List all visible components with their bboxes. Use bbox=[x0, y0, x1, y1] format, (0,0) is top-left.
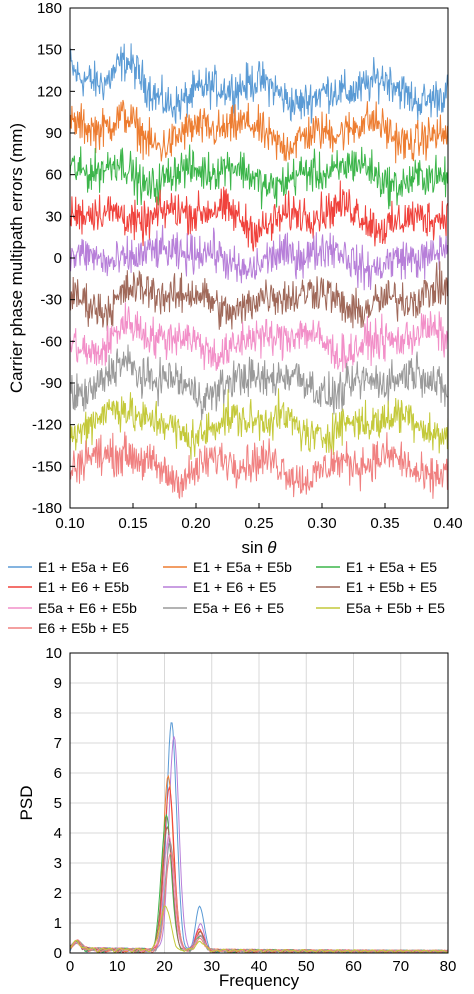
y-tick-label: 120 bbox=[37, 83, 62, 100]
x-tick-label: 0.35 bbox=[370, 515, 399, 532]
y-tick-label: 3 bbox=[54, 855, 62, 872]
legend-item: E1 + E6 + E5b bbox=[8, 579, 129, 595]
legend-label: E1 + E6 + E5 bbox=[193, 579, 276, 595]
psd-y-ticks: 0 1 2 3 4 5 6 7 8 9 10 bbox=[45, 645, 62, 962]
y-tick-label: 60 bbox=[45, 167, 62, 184]
legend-item: E1 + E6 + E5 bbox=[163, 579, 276, 595]
x-tick-label: 0.40 bbox=[433, 515, 462, 532]
x-tick-label: 40 bbox=[251, 958, 268, 975]
psd-x-ticks: 0 10 20 30 40 50 60 70 80 bbox=[66, 958, 457, 975]
y-tick-label: 4 bbox=[54, 825, 62, 842]
psd-series-line bbox=[69, 851, 449, 954]
multipath-series-line bbox=[69, 344, 449, 421]
x-tick-label: 30 bbox=[203, 958, 220, 975]
legend-label: E5a + E5b + E5 bbox=[346, 600, 445, 616]
y-tick-label: -60 bbox=[40, 333, 62, 350]
y-tick-label: 7 bbox=[54, 735, 62, 752]
multipath-series-line bbox=[69, 302, 449, 373]
y-tick-label: 0 bbox=[54, 250, 62, 267]
multipath-y-ticks: 180 150 120 90 60 30 0 -30 -60 -90 -120 -150 -180 bbox=[32, 0, 75, 517]
x-tick-label: 20 bbox=[156, 958, 173, 975]
x-tick-label: 0.25 bbox=[244, 515, 273, 532]
legend-item: E1 + E5b + E5 bbox=[316, 579, 437, 595]
x-tick-label: 60 bbox=[345, 958, 362, 975]
legend-item: E5a + E5b + E5 bbox=[316, 600, 445, 616]
multipath-series-line bbox=[69, 43, 449, 124]
legend-item: E1 + E5a + E6 bbox=[8, 559, 129, 575]
multipath-series-line bbox=[69, 261, 449, 332]
legend-label: E5a + E6 + E5b bbox=[38, 600, 137, 616]
psd-series-group bbox=[69, 722, 449, 954]
y-tick-label: -90 bbox=[40, 375, 62, 392]
legend-item: E1 + E5a + E5 bbox=[316, 559, 437, 575]
multipath-series-line bbox=[69, 180, 449, 252]
multipath-series-line bbox=[69, 144, 449, 210]
psd-series-line bbox=[69, 905, 449, 954]
multipath-series-line bbox=[69, 388, 449, 460]
legend-item: E1 + E5a + E5b bbox=[163, 559, 292, 575]
multipath-series-line bbox=[69, 431, 449, 499]
y-tick-label: 90 bbox=[45, 125, 62, 142]
x-tick-label: 70 bbox=[392, 958, 409, 975]
multipath-chart: 180 150 120 90 60 30 0 -30 -60 -90 -120 -150 -180 0.… bbox=[7, 0, 463, 557]
y-tick-label: -120 bbox=[32, 417, 62, 434]
multipath-series-line bbox=[69, 99, 449, 164]
multipath-y-axis-label: Carrier phase multipath errors (mm) bbox=[7, 123, 26, 393]
y-tick-label: 8 bbox=[54, 705, 62, 722]
x-tick-label: 0.30 bbox=[307, 515, 336, 532]
x-tick-label: 0.20 bbox=[181, 515, 210, 532]
multipath-x-axis-label: sin θ bbox=[242, 538, 278, 557]
legend: E1 + E5a + E6 E1 + E5a + E5b E1 + E5a + E5… bbox=[8, 559, 445, 636]
y-tick-label: 30 bbox=[45, 208, 62, 225]
y-tick-label: 150 bbox=[37, 42, 62, 59]
psd-y-axis-label: PSD bbox=[17, 786, 36, 821]
y-tick-label: 1 bbox=[54, 915, 62, 932]
legend-label: E1 + E5a + E5b bbox=[193, 559, 292, 575]
y-tick-label: 180 bbox=[37, 0, 62, 17]
legend-label: E1 + E5a + E6 bbox=[38, 559, 129, 575]
legend-label: E1 + E6 + E5b bbox=[38, 579, 129, 595]
legend-item: E5a + E6 + E5b bbox=[8, 600, 137, 616]
x-tick-label: 0 bbox=[66, 958, 74, 975]
x-tick-label: 0.10 bbox=[55, 515, 84, 532]
x-tick-label: 0.15 bbox=[118, 515, 147, 532]
psd-grid bbox=[69, 652, 449, 954]
y-tick-label: -180 bbox=[32, 500, 62, 517]
y-tick-label: 9 bbox=[54, 675, 62, 692]
y-tick-label: 5 bbox=[54, 795, 62, 812]
x-tick-label: 10 bbox=[109, 958, 126, 975]
psd-x-axis-label: Frequency bbox=[219, 971, 300, 990]
y-tick-label: 2 bbox=[54, 885, 62, 902]
x-tick-label: 80 bbox=[440, 958, 457, 975]
legend-label: E1 + E5a + E5 bbox=[346, 559, 437, 575]
legend-label: E6 + E5b + E5 bbox=[38, 620, 129, 636]
y-tick-label: -150 bbox=[32, 458, 62, 475]
legend-item: E6 + E5b + E5 bbox=[8, 620, 129, 636]
legend-item: E5a + E6 + E5 bbox=[163, 600, 284, 616]
legend-label: E5a + E6 + E5 bbox=[193, 600, 284, 616]
multipath-series-group bbox=[69, 43, 449, 499]
y-tick-label: 0 bbox=[54, 945, 62, 962]
y-tick-label: -30 bbox=[40, 292, 62, 309]
psd-plot-frame bbox=[69, 652, 449, 954]
psd-chart: 0 1 2 3 4 5 6 7 8 9 10 0 10 20 30 40 50 60 70 80 PSD Frequ… bbox=[17, 645, 456, 990]
legend-label: E1 + E5b + E5 bbox=[346, 579, 437, 595]
y-tick-label: 10 bbox=[45, 645, 62, 662]
x-tick-label: 50 bbox=[298, 958, 315, 975]
multipath-x-ticks: 0.10 0.15 0.20 0.25 0.30 0.35 0.40 bbox=[55, 503, 463, 532]
multipath-series-line bbox=[69, 224, 449, 291]
y-tick-label: 6 bbox=[54, 765, 62, 782]
